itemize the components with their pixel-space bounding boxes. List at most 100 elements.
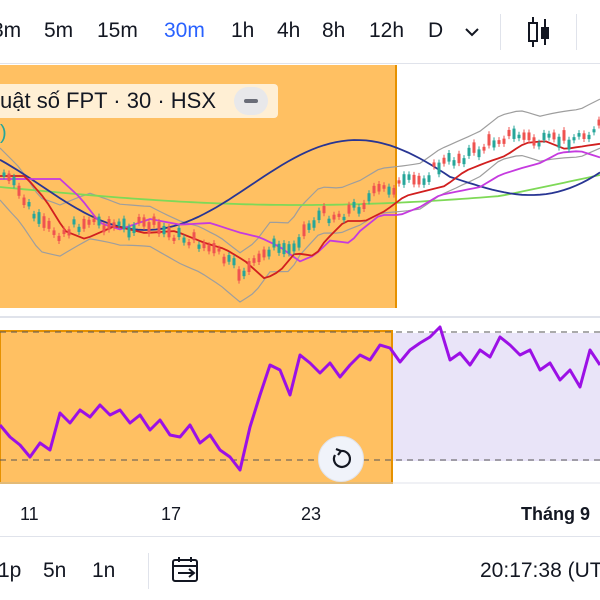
candle-body — [352, 201, 356, 208]
candle-body — [332, 214, 336, 220]
future-zone-rsi — [392, 333, 600, 461]
chart-area[interactable] — [0, 65, 600, 535]
timeframe-5m[interactable]: 5m — [44, 19, 74, 42]
candle-body — [92, 218, 96, 223]
ma-green-line — [0, 174, 600, 206]
candle-body — [577, 133, 581, 137]
candle-body — [397, 180, 401, 184]
candle-body — [227, 255, 231, 262]
candle-body — [187, 241, 191, 246]
candle-body — [22, 197, 26, 206]
candle-body — [237, 269, 241, 281]
candle-body — [167, 227, 171, 238]
candle-body — [422, 178, 426, 185]
chart-legend[interactable]: uật số FPT · 30 · HSX — [0, 84, 279, 118]
candle-body — [37, 212, 41, 224]
range-1p[interactable]: 1p — [0, 559, 22, 582]
timeframe-12h[interactable]: 12h — [369, 19, 405, 42]
candle-body — [317, 210, 321, 221]
candle-body — [72, 219, 76, 225]
minus-icon — [244, 99, 259, 103]
timeframe-d[interactable]: D — [428, 19, 444, 42]
range-5n[interactable]: 5n — [43, 559, 67, 582]
timeframe-8h[interactable]: 8h — [322, 19, 346, 42]
timeframe-30m[interactable]: 30m — [164, 19, 205, 42]
reset-chart-button[interactable] — [318, 436, 364, 482]
x-axis-label: 23 — [301, 504, 322, 524]
x-axis-label-month: Tháng 9 — [521, 504, 591, 524]
candle-body — [367, 193, 371, 202]
candle-body — [482, 146, 486, 151]
candle-body — [487, 134, 491, 146]
candle-body — [477, 149, 481, 158]
candle-body — [492, 140, 496, 148]
candle-body — [472, 142, 476, 153]
candle-body — [527, 132, 531, 141]
indicator-legend-text: ) — [0, 122, 7, 144]
calendar-arrow-icon[interactable] — [170, 555, 204, 585]
candle-body — [587, 134, 591, 140]
candle-body — [142, 217, 146, 227]
bottom-toolbar: 1p 5n 1n 20:17:38 (UT — [0, 536, 600, 600]
timeframe-4h[interactable]: 4h — [277, 19, 301, 42]
candle-body — [407, 174, 411, 180]
candle-body — [12, 176, 16, 186]
candlestick-series[interactable] — [2, 116, 600, 284]
candle-body — [387, 186, 391, 195]
candle-body — [157, 221, 161, 234]
candle-body — [292, 243, 296, 252]
candle-body — [392, 187, 396, 195]
candle-body — [52, 230, 56, 235]
candle-body — [172, 237, 176, 241]
ma-red-line — [0, 140, 600, 280]
candle-body — [57, 235, 61, 241]
x-axis-label: 17 — [161, 504, 182, 524]
candle-body — [372, 185, 376, 194]
candle-body — [452, 160, 456, 166]
candle-body — [262, 249, 266, 258]
candle-body — [417, 175, 421, 185]
candle-body — [207, 245, 211, 252]
candle-body — [247, 261, 251, 272]
candle-body — [312, 220, 316, 228]
candle-body — [127, 226, 131, 238]
candle-body — [432, 162, 436, 167]
candle-body — [507, 129, 511, 137]
candle-body — [377, 183, 381, 192]
candle-body — [302, 224, 306, 237]
timeframe-1h[interactable]: 1h — [231, 19, 255, 42]
candle-body — [582, 133, 586, 140]
candle-body — [537, 142, 541, 147]
timeframe-toolbar: 3m 5m 15m 30m 1h 4h 8h 12h D — [0, 0, 600, 64]
candle-body — [572, 137, 576, 141]
candle-body — [152, 216, 156, 225]
toolbar-divider — [576, 14, 577, 50]
candle-body — [232, 258, 236, 266]
candle-body — [97, 216, 101, 226]
indicator-legend[interactable]: ) — [0, 122, 16, 146]
candle-body — [522, 132, 526, 140]
timeframe-3m[interactable]: 3m — [0, 19, 22, 42]
candle-body — [597, 119, 600, 126]
candle-body — [252, 258, 256, 263]
candle-body — [297, 237, 301, 248]
timeframe-15m[interactable]: 15m — [97, 19, 138, 42]
candle-body — [542, 132, 546, 140]
range-1n[interactable]: 1n — [92, 559, 116, 582]
collapse-legend-button[interactable] — [234, 87, 269, 115]
candle-body — [117, 221, 121, 226]
candle-body — [162, 225, 166, 235]
candle-body — [357, 207, 361, 214]
candle-body — [512, 128, 516, 139]
candle-body — [287, 244, 291, 254]
candle-body — [242, 270, 246, 277]
candle-body — [217, 248, 221, 252]
candle-body — [447, 153, 451, 162]
candle-body — [462, 158, 466, 165]
chevron-down-icon[interactable] — [462, 22, 482, 42]
candle-body — [102, 225, 106, 233]
candle-body — [567, 139, 571, 150]
candlestick-icon[interactable] — [524, 14, 554, 50]
price-chart[interactable] — [0, 65, 600, 535]
candle-body — [347, 204, 351, 214]
